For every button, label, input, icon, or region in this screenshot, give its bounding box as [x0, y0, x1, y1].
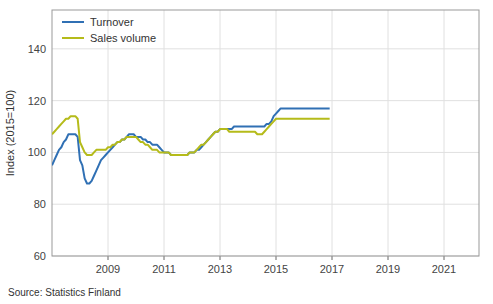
plot-frame — [52, 10, 479, 256]
y-grid-line — [52, 204, 479, 205]
x-grid-line — [444, 10, 445, 256]
y-grid-line — [52, 100, 479, 101]
x-grid-line — [276, 10, 277, 256]
y-tick-label: 140 — [28, 43, 46, 55]
x-tick-mark — [108, 256, 109, 260]
y-grid-line — [52, 152, 479, 153]
series-line — [52, 116, 330, 155]
x-tick-label: 2021 — [432, 263, 456, 275]
x-tick-label: 2015 — [264, 263, 288, 275]
y-tick-label: 100 — [28, 146, 46, 158]
source-note: Source: Statistics Finland — [8, 287, 121, 298]
legend-swatch — [62, 21, 84, 23]
y-tick-label: 120 — [28, 95, 46, 107]
y-tick-label: 80 — [34, 198, 46, 210]
x-tick-mark — [220, 256, 221, 260]
x-tick-label: 2011 — [152, 263, 176, 275]
x-grid-line — [108, 10, 109, 256]
x-grid-line — [388, 10, 389, 256]
lines — [52, 108, 330, 183]
legend-label: Sales volume — [90, 32, 156, 44]
x-grid-line — [164, 10, 165, 256]
y-axis-label: Index (2015=100) — [4, 90, 16, 177]
x-grid-line — [332, 10, 333, 256]
grid — [52, 10, 479, 256]
x-tick-mark — [332, 256, 333, 260]
x-tick-label: 2017 — [320, 263, 344, 275]
legend-label: Turnover — [90, 16, 134, 28]
series-line — [52, 108, 330, 183]
y-tick-label: 60 — [34, 250, 46, 262]
y-grid-line — [52, 48, 479, 49]
x-tick-mark — [276, 256, 277, 260]
legend-swatch — [62, 37, 84, 39]
legend: Turnover Sales volume — [62, 16, 156, 44]
x-grid-line — [220, 10, 221, 256]
x-tick-label: 2019 — [376, 263, 400, 275]
x-tick-label: 2009 — [96, 263, 120, 275]
x-tick-mark — [444, 256, 445, 260]
x-tick-mark — [164, 256, 165, 260]
x-tick-mark — [388, 256, 389, 260]
x-tick-label: 2013 — [208, 263, 232, 275]
chart: 60 80 100 120 140 2009 2011 2013 2015 2017 2019 202… — [0, 0, 493, 304]
